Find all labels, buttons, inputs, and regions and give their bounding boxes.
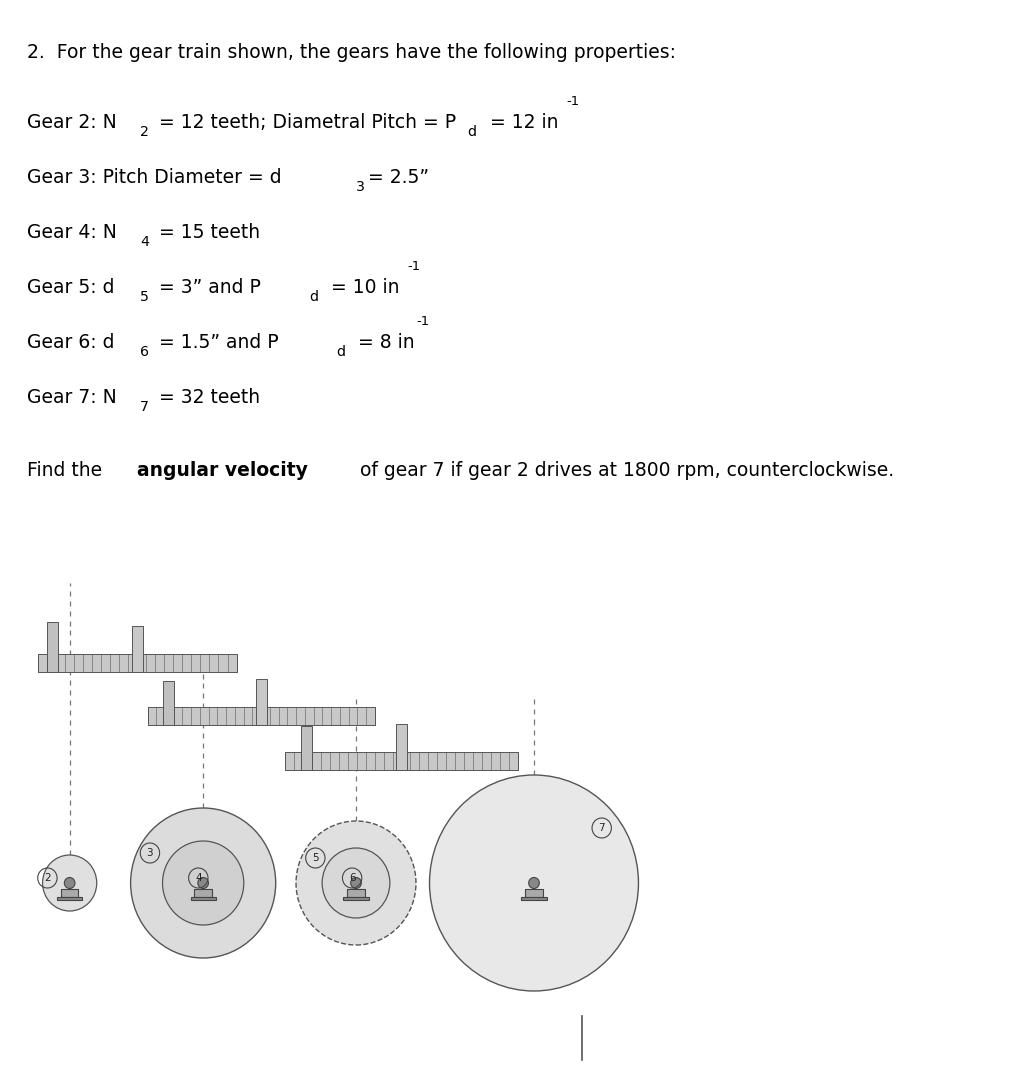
Bar — [525, 889, 542, 896]
Circle shape — [64, 878, 75, 889]
Circle shape — [351, 878, 361, 889]
Bar — [343, 896, 368, 900]
Text: 7: 7 — [141, 400, 149, 414]
Text: 5: 5 — [141, 290, 149, 304]
Text: 6: 6 — [141, 345, 149, 359]
Text: = 15 teeth: = 15 teeth — [153, 223, 260, 242]
Circle shape — [322, 848, 389, 918]
Text: = 32 teeth: = 32 teeth — [153, 388, 260, 407]
Text: d: d — [467, 125, 476, 139]
Text: d: d — [309, 290, 318, 304]
Text: 2: 2 — [141, 125, 149, 139]
Text: Gear 2: N: Gear 2: N — [28, 113, 117, 132]
FancyBboxPatch shape — [148, 707, 375, 725]
Bar — [195, 889, 212, 896]
Text: Gear 4: N: Gear 4: N — [28, 223, 117, 242]
Bar — [61, 889, 78, 896]
FancyBboxPatch shape — [163, 681, 174, 725]
Text: 2: 2 — [44, 873, 51, 883]
FancyBboxPatch shape — [47, 623, 58, 672]
Bar — [521, 896, 546, 900]
FancyBboxPatch shape — [256, 679, 266, 725]
Circle shape — [429, 775, 638, 991]
Text: 3: 3 — [147, 848, 153, 858]
Text: = 12 in: = 12 in — [483, 113, 557, 132]
Text: -1: -1 — [566, 95, 579, 108]
Text: -1: -1 — [416, 315, 429, 328]
Text: = 3” and P: = 3” and P — [153, 278, 261, 297]
Text: = 1.5” and P: = 1.5” and P — [153, 333, 278, 352]
Text: = 10 in: = 10 in — [325, 278, 399, 297]
Circle shape — [528, 878, 539, 889]
Bar — [57, 896, 83, 900]
Circle shape — [130, 808, 275, 958]
Circle shape — [296, 821, 416, 945]
Text: 6: 6 — [348, 873, 355, 883]
Text: = 12 teeth; Diametral Pitch = P: = 12 teeth; Diametral Pitch = P — [153, 113, 455, 132]
Text: 7: 7 — [598, 823, 604, 833]
Bar — [346, 889, 365, 896]
FancyBboxPatch shape — [131, 626, 143, 672]
Bar — [191, 896, 215, 900]
Text: Find the: Find the — [28, 461, 108, 480]
Text: 4: 4 — [195, 873, 202, 883]
Text: Gear 3: Pitch Diameter = d: Gear 3: Pitch Diameter = d — [28, 168, 281, 187]
Text: Gear 5: d: Gear 5: d — [28, 278, 114, 297]
Text: 2.  For the gear train shown, the gears have the following properties:: 2. For the gear train shown, the gears h… — [28, 43, 676, 62]
Text: of gear 7 if gear 2 drives at 1800 rpm, counterclockwise.: of gear 7 if gear 2 drives at 1800 rpm, … — [354, 461, 894, 480]
Text: Gear 7: N: Gear 7: N — [28, 388, 117, 407]
Text: angular velocity: angular velocity — [138, 461, 308, 480]
Circle shape — [162, 841, 244, 925]
FancyBboxPatch shape — [395, 724, 407, 770]
Text: d: d — [336, 345, 345, 359]
Text: Gear 6: d: Gear 6: d — [28, 333, 114, 352]
Text: -1: -1 — [407, 260, 420, 273]
Circle shape — [198, 878, 208, 889]
FancyBboxPatch shape — [38, 655, 236, 672]
Circle shape — [43, 855, 97, 911]
Text: 4: 4 — [141, 235, 149, 249]
Text: 5: 5 — [312, 853, 318, 863]
FancyBboxPatch shape — [301, 726, 312, 770]
FancyBboxPatch shape — [285, 752, 517, 770]
Text: = 2.5”: = 2.5” — [367, 168, 428, 187]
Text: 3: 3 — [356, 180, 365, 194]
Text: = 8 in: = 8 in — [352, 333, 415, 352]
